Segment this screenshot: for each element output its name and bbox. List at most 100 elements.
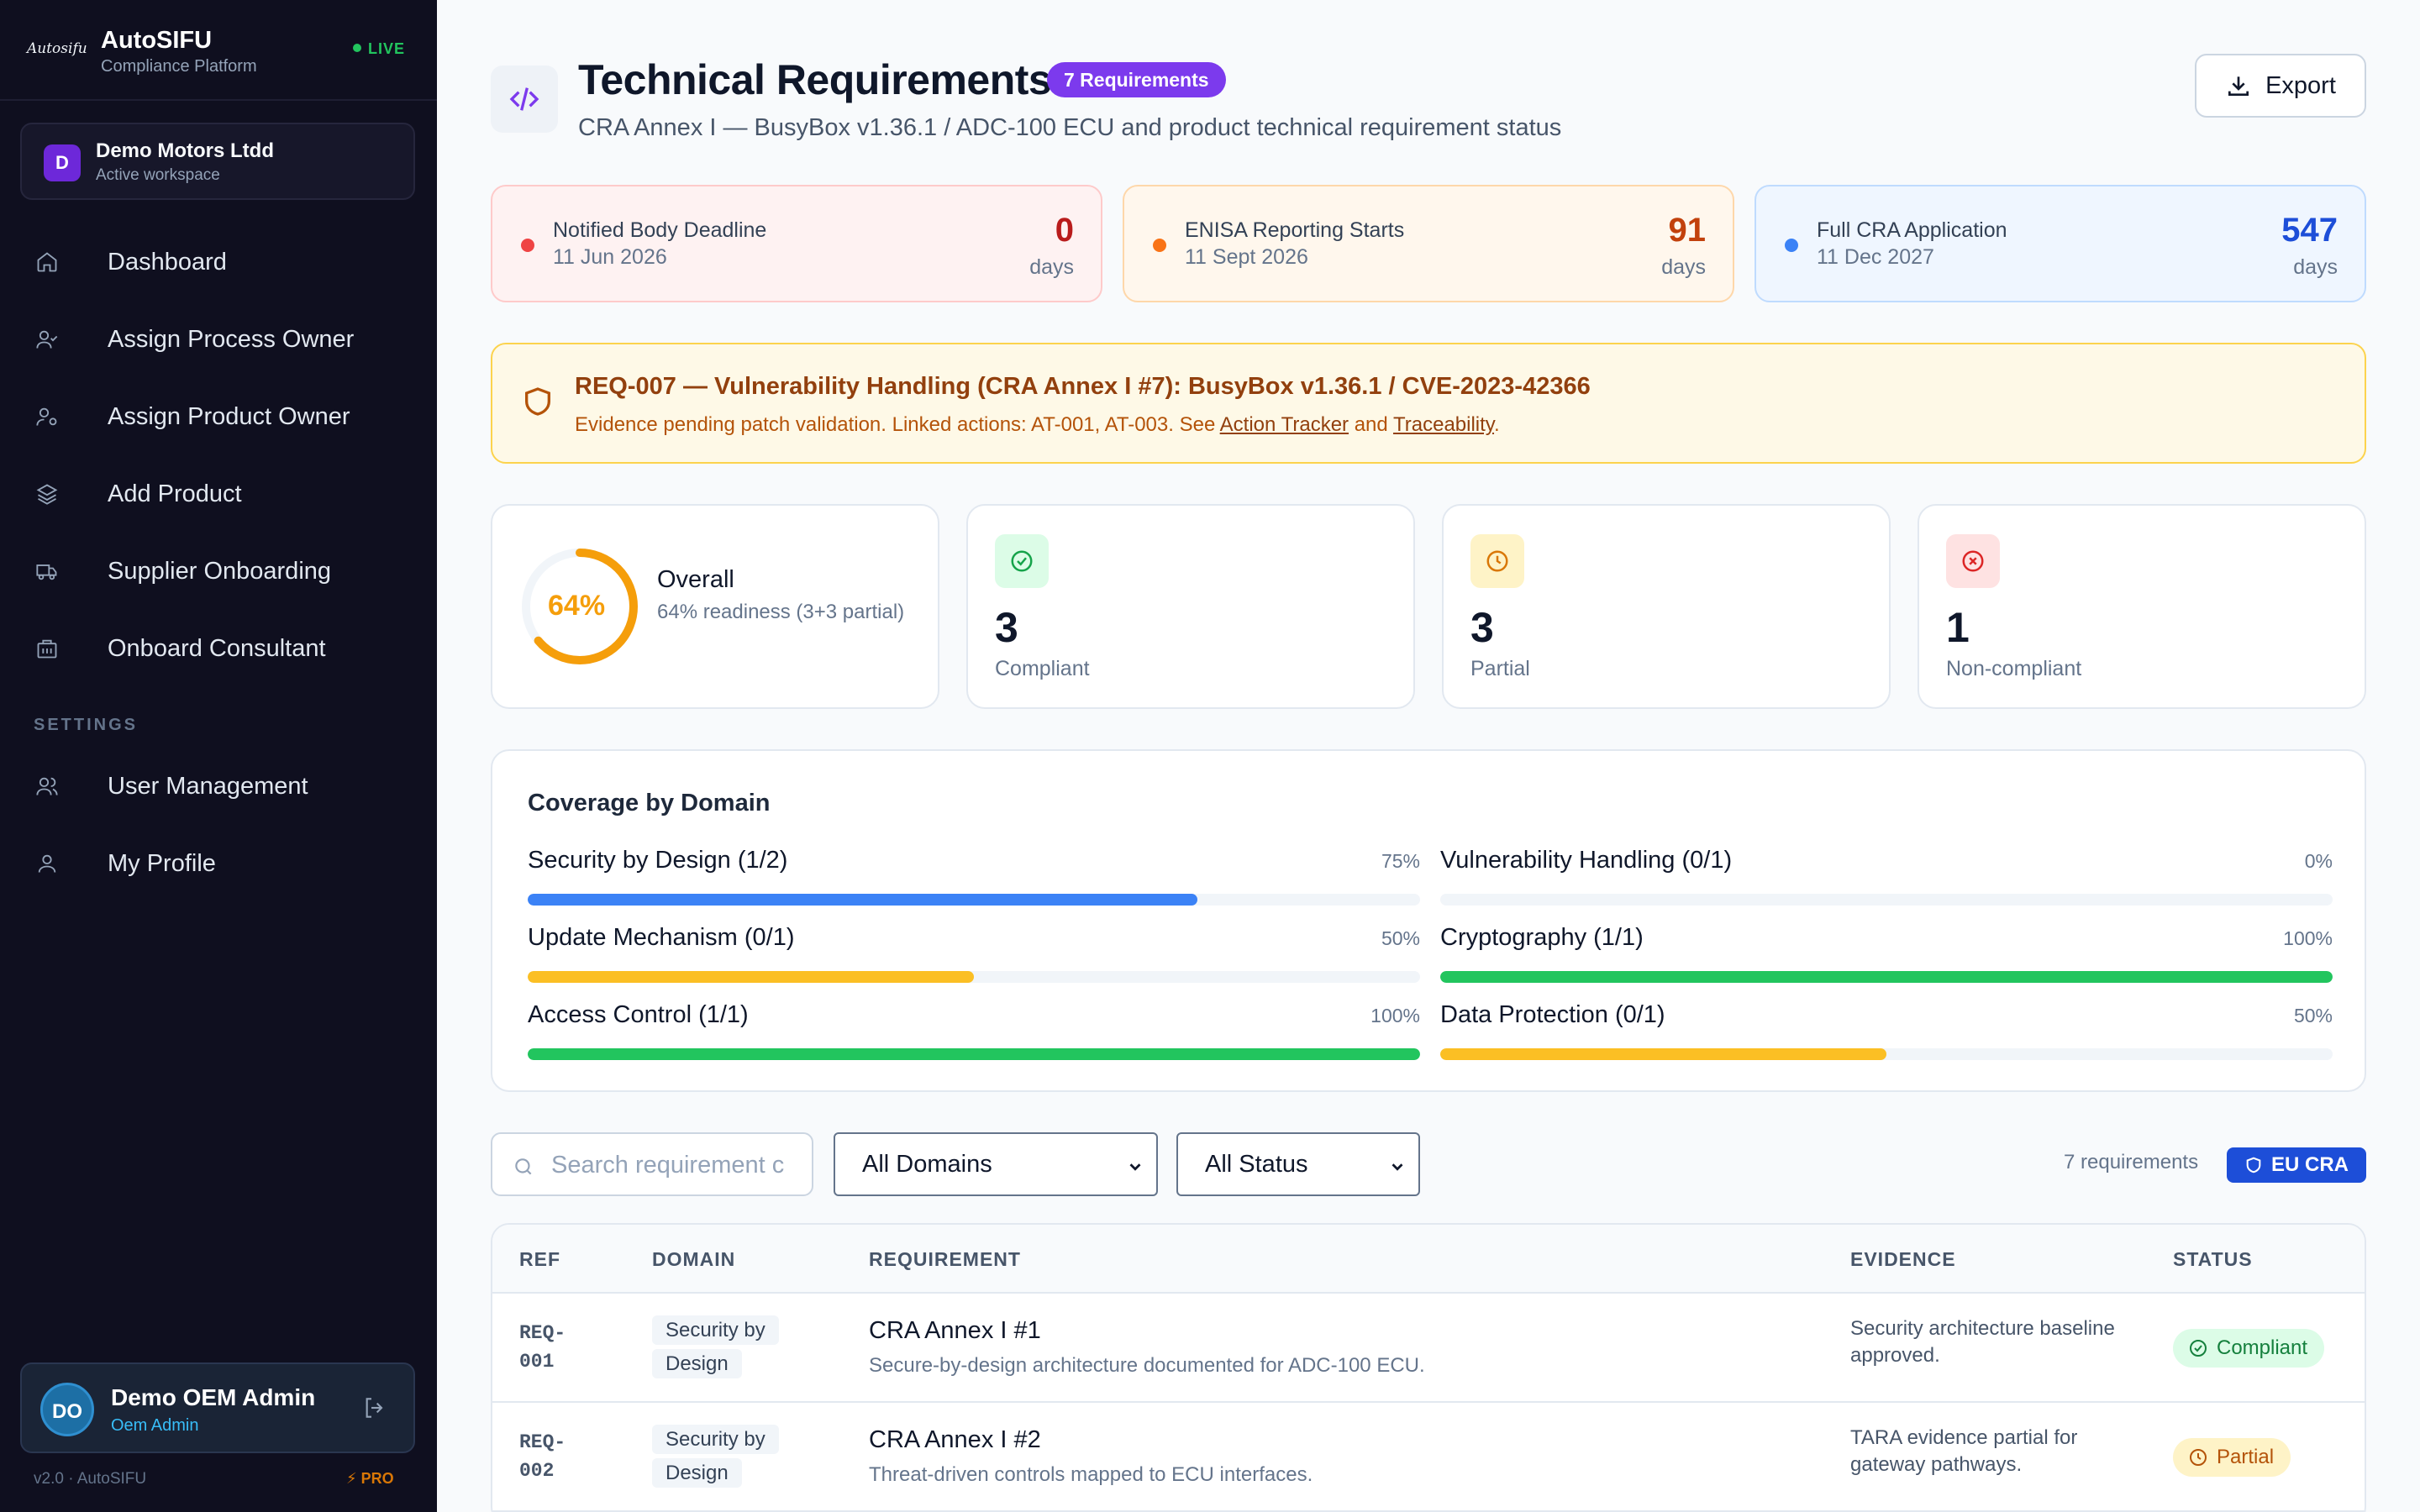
deadline-date: 11 Sept 2026 <box>1185 245 1308 269</box>
search-box[interactable] <box>491 1132 813 1196</box>
check-circle-icon <box>995 534 1049 588</box>
coverage-bar-fill <box>1440 971 2333 983</box>
coverage-bar <box>1440 1048 2333 1060</box>
main-content: Technical Requirements 7 Requirements CR… <box>437 0 2420 1512</box>
brand-header: Autosifu AutoSIFU Compliance Platform LI… <box>0 0 437 101</box>
shield-icon <box>521 385 555 423</box>
coverage-item: Vulnerability Handling (0/1) 0% <box>1440 847 2333 914</box>
traceability-link[interactable]: Traceability <box>1392 413 1495 436</box>
brand-name: AutoSIFU <box>101 27 213 54</box>
status-filter-select[interactable]: All Status <box>1176 1132 1420 1196</box>
coverage-by-domain: Coverage by Domain Security by Design (1… <box>491 749 2366 1092</box>
avatar: DO <box>40 1383 94 1436</box>
deadline-title: ENISA Reporting Starts <box>1185 218 1405 242</box>
nav-item-assign-process-owner[interactable]: Assign Process Owner <box>34 309 403 370</box>
version-text: v2.0 · AutoSIFU <box>34 1470 147 1488</box>
coverage-percent: 100% <box>2283 927 2333 949</box>
non-compliant-stat-card: 1 Non-compliant <box>1918 504 2366 709</box>
coverage-title: Coverage by Domain <box>528 790 771 816</box>
coverage-label: Data Protection (0/1) <box>1440 1001 1665 1028</box>
workspace-switcher[interactable]: D Demo Motors Ltdd Active workspace <box>20 123 415 200</box>
nav-item-my-profile[interactable]: My Profile <box>34 833 403 894</box>
alert-title: REQ-007 — Vulnerability Handling (CRA An… <box>575 373 1591 400</box>
coverage-percent: 0% <box>2304 850 2333 872</box>
live-indicator: LIVE <box>353 40 405 58</box>
readiness-percent: 64% <box>548 590 606 622</box>
chevron-down-icon <box>1129 1163 1141 1171</box>
nav-label: My Profile <box>108 849 216 877</box>
nav-item-assign-product-owner[interactable]: Assign Product Owner <box>34 386 403 447</box>
sidebar: Autosifu AutoSIFU Compliance Platform LI… <box>0 0 437 1512</box>
stat-label: Partial <box>1470 657 1530 680</box>
nav-item-user-management[interactable]: User Management <box>34 756 403 816</box>
stat-value: 3 <box>995 604 1018 651</box>
deadline-days: 91 <box>1668 212 1707 249</box>
logout-icon[interactable] <box>361 1394 392 1425</box>
eu-cra-badge: EU CRA <box>2227 1147 2366 1183</box>
coverage-label: Security by Design (1/2) <box>528 847 788 874</box>
nav-label: Onboard Consultant <box>108 634 326 662</box>
search-input[interactable] <box>551 1146 798 1184</box>
coverage-label: Cryptography (1/1) <box>1440 924 1644 951</box>
x-circle-icon <box>1946 534 2000 588</box>
column-header-domain[interactable]: DOMAIN <box>652 1248 736 1270</box>
download-icon <box>2228 76 2249 96</box>
code-icon <box>491 66 558 133</box>
check-circle-icon <box>2190 1340 2207 1357</box>
stat-label: Compliant <box>995 657 1090 680</box>
deadline-card: Notified Body Deadline 11 Jun 2026 0 day… <box>491 185 1102 302</box>
nav-label: Add Product <box>108 480 242 507</box>
truck-icon <box>34 558 60 585</box>
deadline-unit: days <box>1661 255 1706 279</box>
overall-title: Overall <box>657 566 734 593</box>
requirement-description: Threat-driven controls mapped to ECU int… <box>869 1463 1313 1486</box>
status-dot <box>521 239 534 252</box>
overall-subtitle: 64% readiness (3+3 partial) <box>657 601 905 623</box>
deadline-title: Notified Body Deadline <box>553 218 767 242</box>
domain-filter-select[interactable]: All Domains <box>834 1132 1158 1196</box>
vulnerability-alert: REQ-007 — Vulnerability Handling (CRA An… <box>491 343 2366 464</box>
deadline-unit: days <box>2293 255 2338 279</box>
coverage-percent: 50% <box>1381 927 1420 949</box>
export-button[interactable]: Export <box>2195 54 2366 118</box>
deadline-days: 0 <box>1055 212 1074 249</box>
brand-logo: Autosifu <box>27 40 87 57</box>
requirement-ref: REQ-001 <box>519 1322 566 1373</box>
requirement-domain: Security by Design <box>652 1423 837 1490</box>
user-card[interactable]: DO Demo OEM Admin Oem Admin <box>20 1362 415 1453</box>
deadline-date: 11 Dec 2027 <box>1817 245 1934 269</box>
coverage-bar-fill <box>528 1048 1420 1060</box>
nav-item-onboard-consultant[interactable]: Onboard Consultant <box>34 618 403 679</box>
stat-value: 1 <box>1946 604 1970 651</box>
nav-item-dashboard[interactable]: Dashboard <box>34 232 403 292</box>
user-icon <box>34 850 60 877</box>
user-role: Oem Admin <box>111 1416 199 1435</box>
workspace-avatar: D <box>44 144 81 181</box>
nav-item-add-product[interactable]: Add Product <box>34 464 403 524</box>
column-header-status[interactable]: STATUS <box>2173 1248 2253 1270</box>
coverage-percent: 75% <box>1381 850 1420 872</box>
coverage-bar-fill <box>1440 1048 1886 1060</box>
column-header-requirement[interactable]: REQUIREMENT <box>869 1248 1021 1270</box>
table-row[interactable]: REQ-001 Security by Design CRA Annex I #… <box>492 1294 2365 1403</box>
readiness-ring <box>522 549 638 664</box>
requirements-table: REF DOMAIN REQUIREMENT EVIDENCE STATUS R… <box>491 1223 2366 1512</box>
nav-item-supplier-onboarding[interactable]: Supplier Onboarding <box>34 541 403 601</box>
nav-label: Supplier Onboarding <box>108 557 332 585</box>
action-tracker-link[interactable]: Action Tracker <box>1219 413 1349 436</box>
building-icon <box>34 635 60 662</box>
alert-text: Evidence pending patch validation. Linke… <box>575 413 1500 436</box>
column-header-evidence[interactable]: EVIDENCE <box>1850 1248 1956 1270</box>
workspace-name: Demo Motors Ltdd <box>96 139 274 162</box>
table-header: REF DOMAIN REQUIREMENT EVIDENCE STATUS <box>492 1225 2365 1294</box>
search-icon <box>515 1158 532 1175</box>
deadline-card: ENISA Reporting Starts 11 Sept 2026 91 d… <box>1123 185 1734 302</box>
nav-label: Assign Product Owner <box>108 402 350 430</box>
table-row[interactable]: REQ-002 Security by Design CRA Annex I #… <box>492 1403 2365 1512</box>
settings-heading: SETTINGS <box>34 716 139 734</box>
stat-label: Non-compliant <box>1946 657 2082 680</box>
coverage-label: Update Mechanism (0/1) <box>528 924 795 951</box>
column-header-ref[interactable]: REF <box>519 1248 560 1270</box>
coverage-bar <box>528 971 1420 983</box>
overall-readiness-card: 64% Overall 64% readiness (3+3 partial) <box>491 504 939 709</box>
